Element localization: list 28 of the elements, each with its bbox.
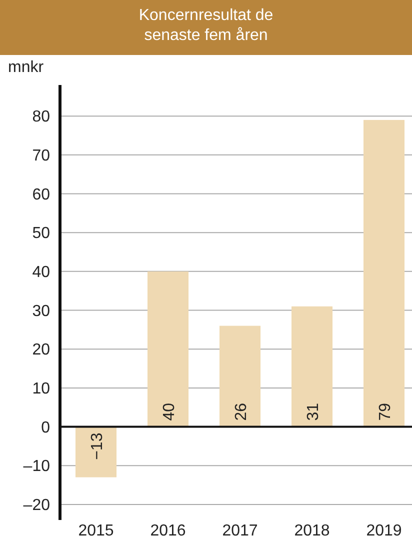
y-tick-label: 40 — [32, 264, 50, 282]
y-tick-label: 70 — [32, 148, 50, 165]
y-tick-label: –10 — [23, 458, 50, 476]
x-tick-label: 2016 — [150, 522, 186, 537]
data-label: 26 — [233, 402, 250, 421]
y-tick-label: 80 — [32, 108, 50, 126]
y-tick-label: 50 — [32, 225, 50, 242]
y-tick-label: 60 — [32, 186, 50, 204]
bar — [363, 120, 405, 427]
x-tick-label: 2015 — [78, 522, 114, 537]
x-tick-label: 2017 — [222, 522, 258, 537]
bar — [219, 326, 261, 427]
y-axis-title: mnkr — [8, 59, 44, 76]
data-label: 79 — [377, 402, 394, 421]
bar — [291, 306, 333, 427]
y-tick-label: 0 — [41, 419, 50, 436]
x-tick-label: 2019 — [366, 522, 402, 537]
data-label: 40 — [161, 402, 178, 421]
x-tick-label: 2018 — [294, 522, 330, 537]
y-tick-label: –20 — [23, 497, 50, 514]
y-tick-label: 20 — [32, 342, 50, 359]
y-tick-label: 10 — [32, 380, 50, 398]
y-tick-label: 30 — [32, 302, 50, 320]
bar — [75, 426, 117, 478]
data-label: 31 — [305, 402, 322, 421]
data-label: −13 — [89, 432, 106, 460]
chart-title: Koncernresultat de senaste fem åren — [138, 7, 274, 44]
bar — [147, 271, 189, 427]
